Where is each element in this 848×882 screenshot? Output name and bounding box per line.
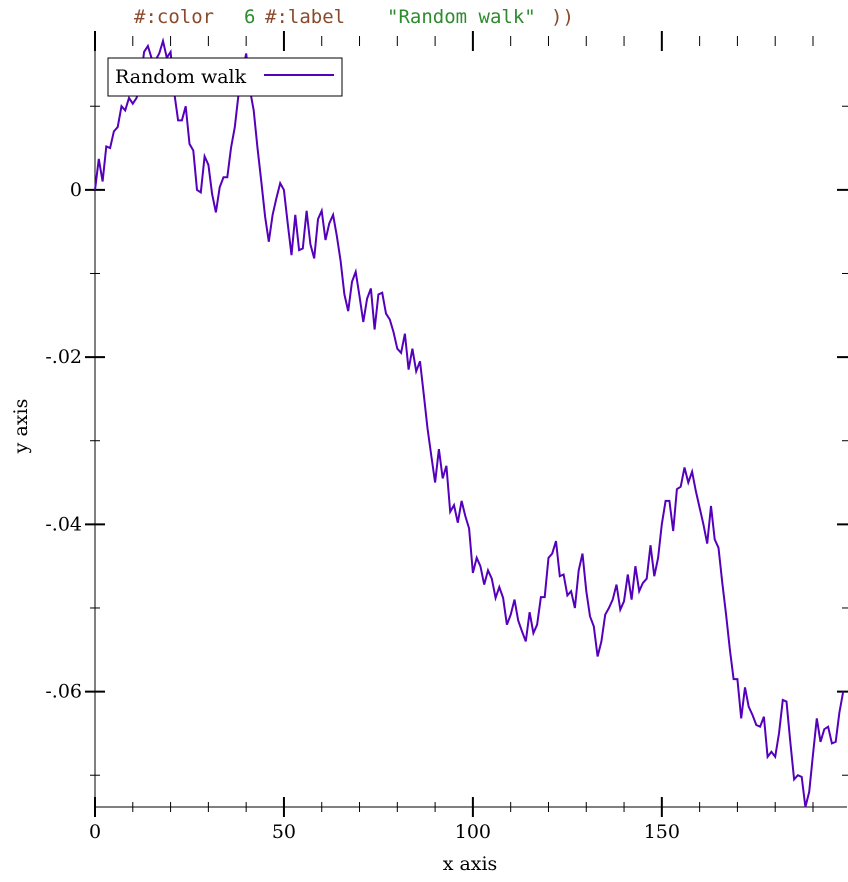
code-color-value: 6 bbox=[244, 6, 256, 28]
x-tick-label: 150 bbox=[644, 821, 680, 843]
x-tick-label: 50 bbox=[272, 821, 296, 843]
series-line-random-walk bbox=[94, 37, 845, 808]
y-tick-label: -.02 bbox=[45, 346, 82, 368]
chart-axes bbox=[94, 41, 847, 808]
code-label-value: "Random walk" bbox=[387, 6, 536, 28]
legend: Random walk bbox=[107, 57, 343, 97]
y-tick-label: -.06 bbox=[45, 681, 82, 703]
chart-ticks bbox=[85, 31, 848, 817]
code-color-keyword: #:color bbox=[134, 6, 215, 28]
x-tick-label: 100 bbox=[455, 821, 491, 843]
code-snippet: #:color 6 #:label "Random walk" )) bbox=[0, 6, 848, 34]
y-tick-label: -.04 bbox=[45, 513, 82, 535]
y-tick-label: 0 bbox=[70, 179, 82, 201]
y-axis-label: y axis bbox=[10, 399, 32, 455]
legend-entry-label: Random walk bbox=[115, 66, 247, 88]
x-axis-label: x axis bbox=[443, 853, 498, 875]
x-tick-label: 0 bbox=[89, 821, 101, 843]
chart-tick-labels: 0 50 100 150 0 -.02 -.04 -.06 bbox=[45, 179, 680, 843]
legend-box bbox=[107, 57, 343, 97]
code-closing-parens: )) bbox=[551, 6, 574, 28]
code-label-keyword: #:label bbox=[265, 6, 346, 28]
